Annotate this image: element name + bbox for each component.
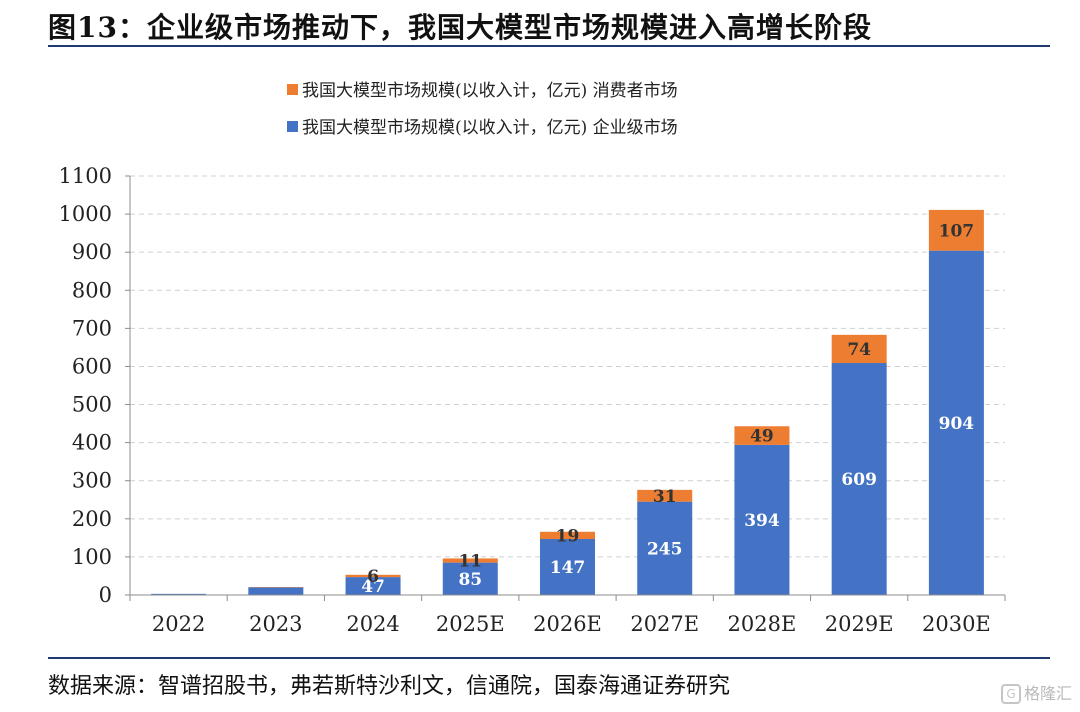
label-enterprise-2028E: 394	[744, 511, 780, 531]
source-rule	[48, 657, 1050, 659]
legend-swatch-consumer	[287, 84, 298, 95]
label-consumer-2028E: 49	[750, 427, 774, 447]
bar-enterprise-2030E	[928, 250, 984, 595]
label-consumer-2025E: 11	[458, 552, 482, 572]
label-consumer-2024: 6	[367, 567, 379, 587]
label-enterprise-2029E: 609	[841, 470, 877, 490]
bar-enterprise-2026E	[540, 539, 595, 595]
label-consumer-2030E: 107	[939, 221, 975, 241]
bar-consumer-2026E	[540, 531, 595, 540]
bar-consumer-2024	[345, 574, 401, 578]
y-tick-label-500: 500	[72, 393, 112, 417]
label-enterprise-2027E: 245	[647, 539, 683, 559]
bar-consumer-2028E	[734, 426, 790, 445]
axes: 0 100 200 300 400 500 600 700 800 900 1000 1100 2022…	[59, 164, 1006, 636]
y-tick-label-100: 100	[72, 545, 112, 569]
x-tick-label-2024: 2024	[346, 612, 399, 636]
watermark-logo-icon: G	[1000, 684, 1021, 704]
bar-enterprise-2029E	[831, 363, 887, 595]
title-rule	[48, 45, 1050, 47]
source-note: 数据来源：智谱招股书，弗若斯特沙利文，信通院，国泰海通证券研究	[48, 674, 731, 699]
watermark-text: 格隆汇	[1023, 683, 1072, 703]
bar-enterprise-2028E	[734, 444, 790, 595]
bar-enterprise-2023	[248, 587, 304, 595]
y-tick-label-300: 300	[72, 469, 112, 493]
bar-enterprise-2022	[151, 593, 207, 595]
y-tick-label-0: 0	[99, 583, 112, 607]
label-consumer-2026E: 19	[556, 526, 580, 546]
watermark: G 格隆汇	[1000, 680, 1072, 704]
bar-enterprise-2024	[345, 577, 401, 595]
legend-swatch-enterprise	[287, 121, 298, 132]
x-tick-label-2028E: 2028E	[728, 612, 797, 636]
y-tick-label-200: 200	[72, 507, 112, 531]
y-tick-label-600: 600	[72, 354, 112, 378]
legend-consumer: 我国大模型市场规模(以收入计，亿元) 消费者市场	[287, 76, 678, 101]
x-tick-label-2029E: 2029E	[825, 612, 894, 636]
label-consumer-2027E: 31	[653, 487, 677, 507]
bar-enterprise-2025E	[442, 562, 498, 595]
y-tick-label-400: 400	[72, 431, 112, 455]
x-tick-label-2027E: 2027E	[630, 612, 699, 636]
figure-title: 图13：企业级市场推动下，我国大模型市场规模进入高增长阶段	[48, 11, 872, 44]
x-tick-label-2030E: 2030E	[922, 612, 991, 636]
y-tick-label-900: 900	[72, 240, 112, 264]
legend-enterprise: 我国大模型市场规模(以收入计，亿元) 企业级市场	[287, 113, 678, 138]
y-tick-label-1100: 1100	[59, 164, 112, 188]
label-enterprise-2024: 47	[361, 577, 385, 597]
label-enterprise-2026E: 147	[550, 558, 586, 578]
legend-label-consumer: 我国大模型市场规模(以收入计，亿元) 消费者市场	[302, 81, 678, 101]
legend-label-enterprise: 我国大模型市场规模(以收入计，亿元) 企业级市场	[302, 118, 678, 138]
x-tick-label-2025E: 2025E	[436, 612, 505, 636]
bars	[151, 209, 984, 595]
y-tick-label-700: 700	[72, 316, 112, 340]
y-tick-label-800: 800	[72, 278, 112, 302]
x-tick-label-2026E: 2026E	[533, 612, 602, 636]
bar-enterprise-2027E	[637, 501, 693, 595]
x-tick-label-2022: 2022	[152, 612, 205, 636]
label-consumer-2029E: 74	[847, 340, 871, 360]
bar-consumer-2029E	[831, 334, 887, 364]
bar-consumer-2027E	[637, 489, 693, 502]
x-tick-label-2023: 2023	[249, 612, 302, 636]
label-enterprise-2025E: 85	[458, 570, 482, 590]
label-enterprise-2030E: 904	[939, 414, 975, 434]
y-tick-label-1000: 1000	[59, 202, 112, 226]
bar-consumer-2025E	[442, 558, 498, 563]
bar-consumer-2030E	[928, 209, 984, 251]
